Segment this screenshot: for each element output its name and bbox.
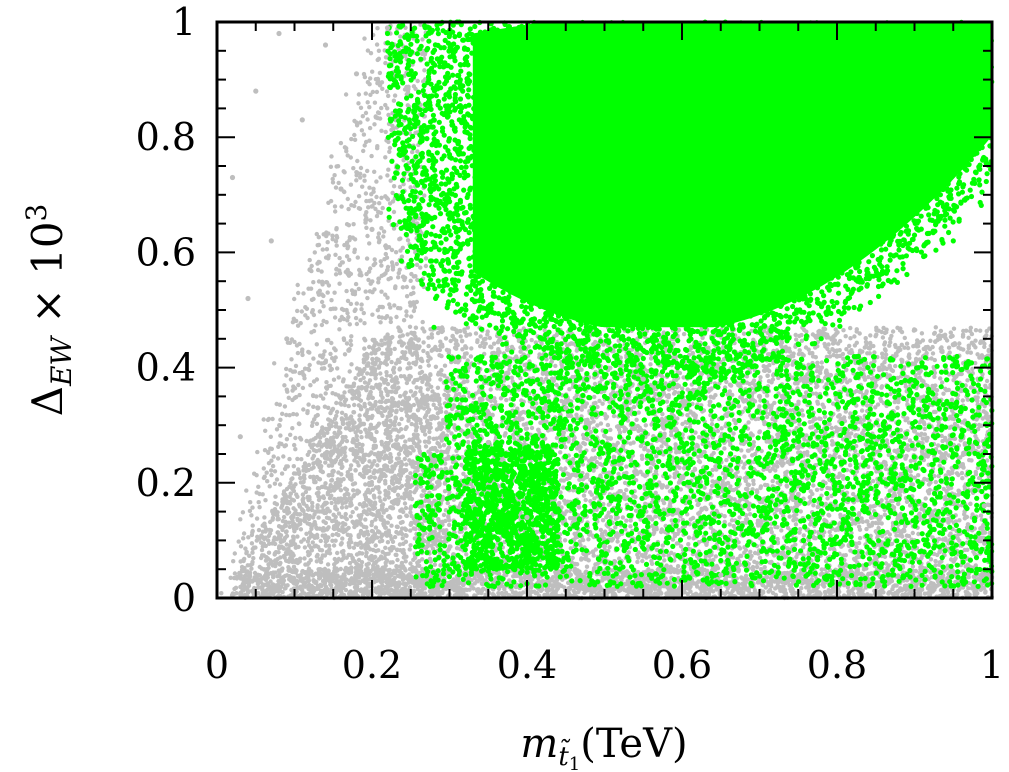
data-point-s0-9 [307, 267, 313, 273]
data-point-s1-2 [431, 324, 437, 330]
data-point-s1-34 [911, 543, 918, 549]
data-point-s0-10 [315, 405, 321, 411]
data-point-s1-18 [950, 238, 956, 244]
data-point-s1-9 [601, 117, 608, 123]
y-axis-label: ΔEW × 103 [20, 204, 78, 417]
data-point-s0-19 [384, 25, 391, 31]
data-point-s1-31 [772, 422, 778, 428]
data-point-s0-25 [563, 405, 569, 411]
data-point-s0-29 [718, 572, 724, 578]
data-point-s1-29 [679, 457, 685, 463]
data-point-s0-27 [640, 376, 646, 382]
data-point-s1-3 [446, 94, 453, 100]
data-point-s0-7 [291, 526, 298, 532]
data-point-s0-2 [245, 295, 251, 302]
data-point-s1-26 [570, 549, 577, 555]
data-point-s0-20 [400, 549, 406, 555]
data-point-s0-4 [268, 238, 274, 244]
data-point-s1-33 [865, 474, 871, 480]
data-point-s0-0 [229, 174, 236, 181]
plot-area [219, 19, 995, 601]
data-point-s1-15 [834, 88, 840, 94]
data-point-s0-32 [834, 353, 840, 359]
data-point-s1-0 [384, 30, 391, 37]
x-tick-label: 0.4 [497, 643, 557, 687]
data-point-s1-28 [640, 509, 646, 515]
data-point-s0-5 [276, 30, 282, 37]
data-point-s1-20 [423, 468, 429, 474]
y-tick-label: 1 [172, 0, 196, 44]
data-point-s0-21 [415, 416, 422, 422]
data-point-s0-3 [253, 88, 259, 94]
data-point-s0-1 [237, 434, 243, 440]
data-point-s1-14 [795, 203, 801, 209]
axes: 0 0.2 0.4 0.6 0.8 1 0 0.2 0.4 0.6 0.8 1 [136, 0, 1005, 687]
data-point-s0-28 [679, 474, 685, 480]
data-point-s1-35 [958, 434, 964, 440]
data-point-s1-5 [493, 180, 499, 186]
data-point-s0-24 [524, 514, 530, 521]
data-point-s1-36 [981, 578, 987, 584]
data-point-s0-23 [485, 439, 491, 446]
data-point-s1-8 [578, 215, 584, 221]
data-point-s0-17 [369, 226, 375, 232]
x-tick-label: 0.2 [342, 643, 402, 687]
data-point-s1-10 [640, 347, 646, 353]
data-point-s1-27 [601, 393, 608, 399]
x-tick-label: 0.6 [652, 643, 712, 687]
data-point-s0-33 [873, 555, 879, 561]
data-point-s0-8 [299, 117, 305, 123]
data-point-s1-25 [539, 439, 546, 446]
x-tick-label: 0 [205, 643, 229, 687]
data-point-s1-12 [718, 71, 724, 77]
data-point-s1-16 [873, 267, 879, 273]
data-point-s0-11 [322, 42, 329, 48]
data-point-s1-6 [524, 48, 530, 54]
data-point-s0-35 [950, 342, 956, 348]
data-point-s1-30 [725, 560, 732, 567]
data-point-s1-4 [470, 278, 476, 284]
data-point-s0-16 [361, 509, 367, 515]
x-axis-label: mt̃1(TeV) [520, 721, 687, 772]
x-tick-label: 1 [980, 643, 1004, 687]
data-point-s1-32 [818, 526, 825, 532]
data-point-s1-24 [508, 491, 515, 497]
data-point-s1-21 [446, 566, 453, 572]
data-point-s0-31 [795, 491, 801, 497]
data-point-s1-13 [756, 295, 763, 302]
x-tick-label: 0.8 [807, 643, 867, 687]
data-point-s1-19 [981, 59, 987, 65]
data-point-s0-26 [601, 543, 608, 549]
data-point-s1-1 [408, 244, 414, 250]
data-point-s0-15 [353, 71, 360, 77]
data-point-s0-12 [330, 468, 336, 474]
y-tick-label: 0.2 [136, 461, 196, 505]
data-point-s1-22 [470, 416, 476, 422]
data-point-s0-6 [284, 336, 290, 342]
data-point-s0-36 [981, 503, 987, 509]
data-point-s0-30 [756, 393, 763, 399]
data-point-s0-13 [338, 186, 344, 192]
data-point-s1-11 [679, 169, 685, 175]
data-point-s0-18 [377, 382, 383, 388]
data-point-s0-14 [346, 347, 352, 353]
y-tick-label: 0 [172, 576, 196, 620]
data-point-s1-23 [485, 532, 491, 538]
y-tick-label: 0.4 [136, 346, 196, 390]
y-tick-label: 0.8 [136, 115, 196, 159]
data-point-s0-34 [911, 428, 918, 434]
data-point-s1-7 [547, 313, 553, 319]
y-tick-label: 0.6 [136, 230, 196, 274]
data-point-s1-17 [911, 140, 918, 146]
